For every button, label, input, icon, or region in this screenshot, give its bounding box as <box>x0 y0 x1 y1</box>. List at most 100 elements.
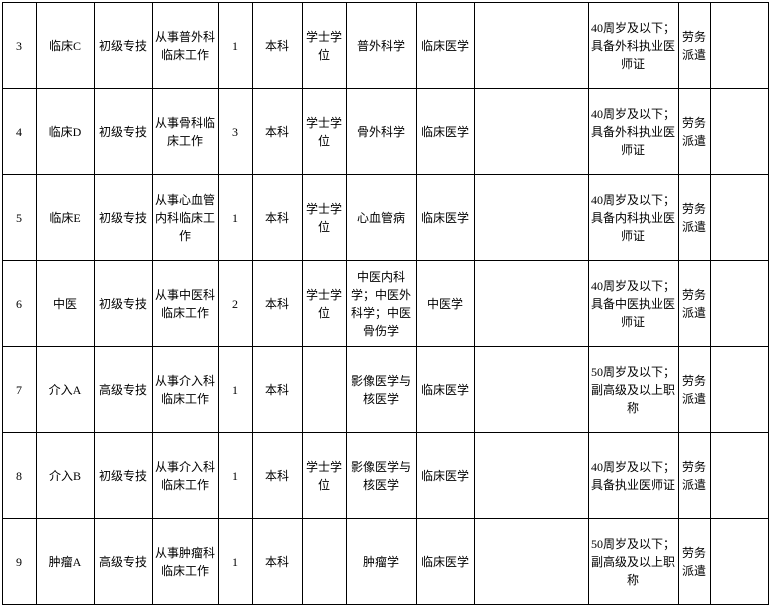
cell: 4 <box>2 89 36 175</box>
cell: 劳务派遣 <box>678 3 710 89</box>
cell: 3 <box>2 3 36 89</box>
cell: 劳务派遣 <box>678 519 710 605</box>
cell: 8 <box>2 433 36 519</box>
cell: 1 <box>218 347 252 433</box>
table-row: 4临床D初级专技从事骨科临床工作3本科学士学位骨外科学临床医学 40周岁及以下；具… <box>2 89 768 175</box>
cell: 劳务派遣 <box>678 175 710 261</box>
cell: 劳务派遣 <box>678 347 710 433</box>
cell: 1 <box>218 3 252 89</box>
cell <box>474 89 588 175</box>
cell <box>710 89 768 175</box>
cell: 学士学位 <box>302 261 346 347</box>
cell: 40周岁及以下；具备中医执业医师证 <box>588 261 678 347</box>
cell <box>474 433 588 519</box>
cell: 肿瘤学 <box>346 519 416 605</box>
cell: 肿瘤A <box>36 519 94 605</box>
cell <box>710 3 768 89</box>
cell: 本科 <box>252 3 302 89</box>
cell: 1 <box>218 433 252 519</box>
cell <box>710 519 768 605</box>
table-row: 5临床E初级专技从事心血管内科临床工作1本科学士学位心血管病临床医学 40周岁及以… <box>2 175 768 261</box>
cell: 学士学位 <box>302 89 346 175</box>
cell: 初级专技 <box>94 261 152 347</box>
cell: 中医 <box>36 261 94 347</box>
table-row: 9肿瘤A高级专技从事肿瘤科临床工作1本科肿瘤学临床医学 50周岁及以下；副高级及以… <box>2 519 768 605</box>
cell <box>710 433 768 519</box>
cell: 中医内科学；中医外科学；中医骨伤学 <box>346 261 416 347</box>
table-row: 6中医初级专技从事中医科临床工作2本科学士学位中医内科学；中医外科学；中医骨伤学… <box>2 261 768 347</box>
cell: 从事肿瘤科临床工作 <box>152 519 218 605</box>
cell: 从事心血管内科临床工作 <box>152 175 218 261</box>
cell: 本科 <box>252 89 302 175</box>
cell: 5 <box>2 175 36 261</box>
cell: 2 <box>218 261 252 347</box>
cell <box>474 175 588 261</box>
cell: 学士学位 <box>302 433 346 519</box>
cell: 本科 <box>252 347 302 433</box>
table-body: 3临床C初级专技从事普外科临床工作1本科学士学位普外科学临床医学40周岁及以下；… <box>2 3 768 605</box>
cell: 临床C <box>36 3 94 89</box>
cell: 1 <box>218 175 252 261</box>
cell: 介入A <box>36 347 94 433</box>
cell: 40周岁及以下；具备内科执业医师证 <box>588 175 678 261</box>
table-row: 3临床C初级专技从事普外科临床工作1本科学士学位普外科学临床医学 40周岁及以下；… <box>2 3 768 89</box>
cell: 本科 <box>252 433 302 519</box>
table-row: 7介入A高级专技从事介入科临床工作1本科影像医学与核医学临床医学 50周岁及以下；… <box>2 347 768 433</box>
cell: 从事介入科临床工作 <box>152 433 218 519</box>
cell: 临床医学 <box>416 175 474 261</box>
cell: 9 <box>2 519 36 605</box>
cell: 高级专技 <box>94 519 152 605</box>
cell <box>710 347 768 433</box>
cell: 本科 <box>252 175 302 261</box>
cell <box>474 261 588 347</box>
cell: 临床E <box>36 175 94 261</box>
cell: 介入B <box>36 433 94 519</box>
cell: 3 <box>218 89 252 175</box>
cell: 临床D <box>36 89 94 175</box>
cell <box>474 519 588 605</box>
cell: 劳务派遣 <box>678 89 710 175</box>
table-row: 8介入B初级专技从事介入科临床工作1本科学士学位影像医学与核医学临床医学 40周岁… <box>2 433 768 519</box>
cell: 高级专技 <box>94 347 152 433</box>
cell: 50周岁及以下；副高级及以上职称 <box>588 347 678 433</box>
cell: 初级专技 <box>94 89 152 175</box>
cell: 初级专技 <box>94 175 152 261</box>
cell: 临床医学 <box>416 3 474 89</box>
cell: 劳务派遣 <box>678 433 710 519</box>
cell: 影像医学与核医学 <box>346 347 416 433</box>
cell: 普外科学 <box>346 3 416 89</box>
cell: 7 <box>2 347 36 433</box>
cell <box>474 347 588 433</box>
cell: 40周岁及以下；具备外科执业医师证 <box>588 89 678 175</box>
cell: 1 <box>218 519 252 605</box>
cell: 临床医学 <box>416 433 474 519</box>
cell: 50周岁及以下；副高级及以上职称 <box>588 519 678 605</box>
cell: 初级专技 <box>94 433 152 519</box>
cell: 学士学位 <box>302 175 346 261</box>
cell: 本科 <box>252 519 302 605</box>
cell: 从事介入科临床工作 <box>152 347 218 433</box>
recruitment-table: 3临床C初级专技从事普外科临床工作1本科学士学位普外科学临床医学40周岁及以下；… <box>2 2 769 605</box>
cell: 初级专技 <box>94 3 152 89</box>
cell: 临床医学 <box>416 519 474 605</box>
cell <box>302 519 346 605</box>
cell: 从事普外科临床工作 <box>152 3 218 89</box>
cell: 从事骨科临床工作 <box>152 89 218 175</box>
cell: 40周岁及以下；具备外科执业医师证 <box>588 3 678 89</box>
cell: 骨外科学 <box>346 89 416 175</box>
cell: 影像医学与核医学 <box>346 433 416 519</box>
cell: 40周岁及以下；具备执业医师证 <box>588 433 678 519</box>
cell <box>302 347 346 433</box>
cell: 本科 <box>252 261 302 347</box>
cell: 学士学位 <box>302 3 346 89</box>
cell <box>710 261 768 347</box>
cell: 劳务派遣 <box>678 261 710 347</box>
cell: 中医学 <box>416 261 474 347</box>
cell <box>474 3 588 89</box>
cell: 从事中医科临床工作 <box>152 261 218 347</box>
cell <box>710 175 768 261</box>
cell: 临床医学 <box>416 89 474 175</box>
cell: 临床医学 <box>416 347 474 433</box>
cell: 6 <box>2 261 36 347</box>
cell: 心血管病 <box>346 175 416 261</box>
